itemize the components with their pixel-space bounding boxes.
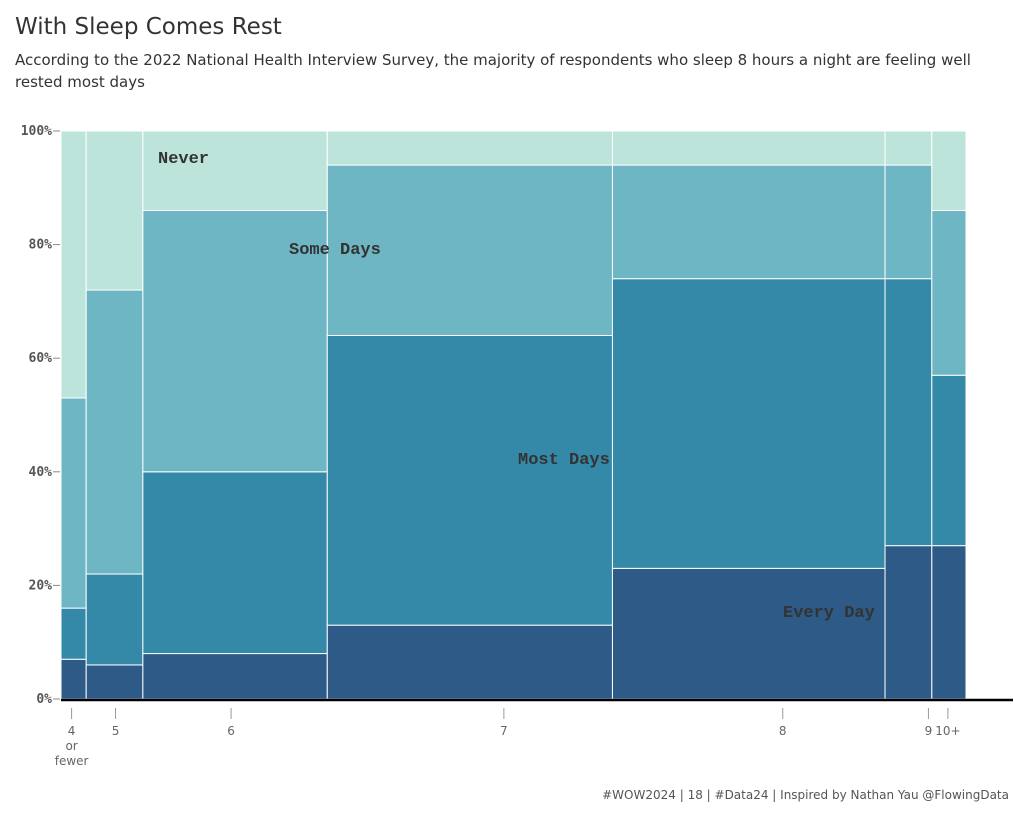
mosaic-segment — [60, 658, 87, 700]
plot-area — [60, 130, 967, 700]
series-label: Some Days — [289, 241, 381, 260]
mosaic-segment — [85, 664, 144, 700]
mosaic-segment — [60, 130, 87, 399]
y-tick-label: 80% — [29, 238, 53, 253]
mosaic-segment — [85, 130, 144, 291]
mosaic-segment — [85, 289, 144, 575]
x-tick-label: 6 — [227, 724, 235, 738]
mosaic-segment — [326, 334, 613, 626]
mosaic-segment — [611, 130, 886, 166]
series-label: Every Day — [783, 604, 875, 623]
series-label: Never — [158, 150, 209, 169]
y-tick-label: 100% — [21, 124, 52, 139]
series-label: Most Days — [518, 451, 610, 470]
mosaic-segment — [931, 210, 967, 376]
footer-credit: #WOW2024 | 18 | #Data24 | Inspired by Na… — [602, 788, 1009, 802]
mosaic-segment — [611, 278, 886, 569]
y-tick-label: 20% — [29, 578, 53, 593]
mosaic-chart: 0% 20% 40% 60% 80% 100% 4 or fewer 5 6 7 8 9 10+ Neve… — [21, 124, 1013, 768]
x-tick-label: 9 — [925, 724, 933, 738]
mosaic-segment — [931, 374, 967, 547]
x-axis: 4 or fewer 5 6 7 8 9 10+ — [55, 708, 961, 768]
mosaic-segment — [931, 130, 967, 212]
y-tick-label: 40% — [29, 465, 53, 480]
x-tick-label: 4 or fewer — [55, 724, 89, 768]
mosaic-segment — [142, 653, 328, 700]
mosaic-segment — [142, 471, 328, 655]
mosaic-segment — [611, 164, 886, 280]
mosaic-segment — [142, 210, 328, 473]
mosaic-segment — [884, 545, 933, 700]
y-tick-label: 60% — [29, 351, 53, 366]
x-tick-label: 5 — [112, 724, 120, 738]
mosaic-segment — [326, 130, 613, 166]
mosaic-segment — [884, 278, 933, 547]
x-tick-label: 10+ — [935, 724, 960, 738]
mosaic-segment — [60, 397, 87, 609]
mosaic-segment — [884, 130, 933, 166]
series-labels: Never Some Days Most Days Every Day — [158, 150, 875, 623]
mosaic-segment — [931, 545, 967, 700]
mosaic-segment — [60, 607, 87, 660]
mosaic-segment — [326, 164, 613, 336]
y-axis: 0% 20% 40% 60% 80% 100% — [21, 124, 60, 707]
mosaic-segment — [85, 573, 144, 666]
mosaic-segment — [142, 130, 328, 212]
mosaic-segment — [611, 567, 886, 700]
mosaic-segment — [326, 624, 613, 700]
x-tick-label: 7 — [500, 724, 508, 738]
chart-subtitle: According to the 2022 National Health In… — [15, 51, 971, 91]
mosaic-segment — [884, 164, 933, 280]
chart-title: With Sleep Comes Rest — [15, 14, 282, 40]
y-tick-label: 0% — [36, 692, 52, 707]
x-tick-label: 8 — [779, 724, 787, 738]
